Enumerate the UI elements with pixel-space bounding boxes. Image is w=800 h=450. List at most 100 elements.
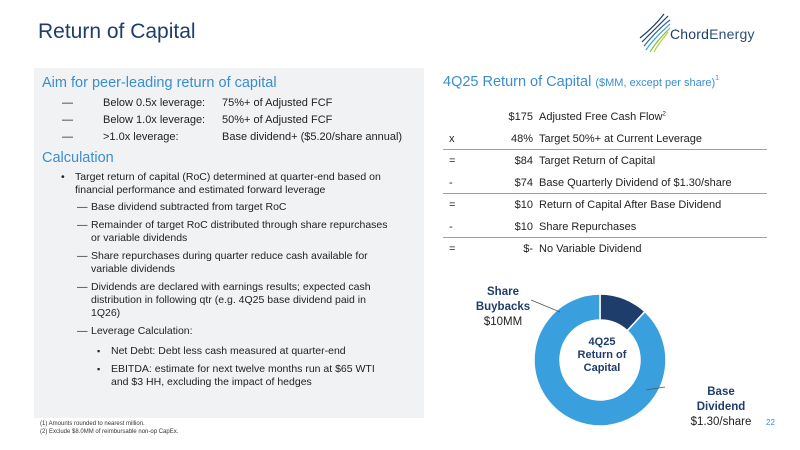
donut-center-line: Return of (577, 349, 627, 361)
return-of-capital-donut-chart (530, 293, 667, 427)
buyback-label: Share Buybacks $10MM (473, 285, 533, 330)
sub-bullet: Remainder of target RoC distributed thro… (91, 219, 388, 245)
aim-heading: Aim for peer-leading return of capital (42, 75, 277, 91)
leverage-item: Net Debt: Debt less cash measured at qua… (111, 345, 346, 358)
roc-desc-text: Adjusted Free Cash Flow (539, 111, 663, 123)
buyback-label-line: Share (487, 286, 519, 298)
sub-bullet: Base dividend subtracted from target RoC (91, 201, 287, 214)
donut-slice-base-dividend (533, 293, 667, 427)
roc-desc: Share Repurchases (539, 221, 637, 233)
roc-title-footnote-ref: 1 (715, 75, 720, 83)
donut-center-line: Capital (583, 362, 621, 374)
aim-dash: — (62, 114, 73, 126)
sub-bullet-line: Leverage Calculation: (91, 325, 193, 337)
roc-op: = (449, 199, 456, 211)
aim-label: >1.0x leverage: (103, 131, 179, 143)
sub-dash: — (77, 201, 88, 213)
sub-dash: — (77, 250, 88, 262)
roc-op: - (449, 177, 453, 189)
aim-value: 50%+ of Adjusted FCF (222, 114, 333, 126)
roc-op: - (449, 221, 453, 233)
sub-bullet: Leverage Calculation: (91, 325, 193, 338)
roc-op: x (449, 133, 455, 145)
bullet-mark: • (61, 171, 65, 183)
sub-dash: — (77, 281, 88, 293)
roc-amount: $175 (508, 111, 533, 123)
aim-value: Base dividend+ ($5.20/share annual) (222, 131, 403, 143)
roc-amount: $10 (514, 221, 533, 233)
sub-bullet-line: Remainder of target RoC distributed thro… (91, 219, 388, 231)
donut-center-label: 4Q25 Return of Capital (567, 336, 637, 375)
aim-value: 75%+ of Adjusted FCF (222, 97, 333, 109)
square-bullet: ▪ (97, 364, 101, 374)
roc-amount: $74 (514, 177, 533, 189)
aim-dash: — (62, 97, 73, 109)
roc-desc-footnote-ref: 2 (662, 111, 666, 118)
square-bullet: ▪ (97, 346, 101, 356)
roc-title: 4Q25 Return of Capital ($MM, except per … (443, 74, 719, 90)
buyback-label-line: Buybacks (475, 301, 531, 313)
sub-dash: — (77, 325, 88, 337)
sub-bullet-line: Base dividend subtracted from target RoC (91, 201, 287, 213)
footnote: (2) Exclude $8.0MM of reimbursable non-o… (40, 429, 179, 435)
dividend-leader-line (645, 386, 666, 391)
dividend-value: $1.30/share (690, 416, 752, 428)
buyback-leader-line (530, 299, 561, 313)
donut-center-line: 4Q25 (588, 336, 616, 348)
calculation-heading: Calculation (42, 150, 114, 166)
aim-label: Below 0.5x leverage: (103, 97, 206, 109)
sub-bullet-line: Dividends are declared with earnings res… (91, 281, 371, 293)
roc-row: = $84 Target Return of Capital (443, 150, 767, 172)
dividend-label-line: Dividend (696, 401, 746, 413)
buyback-value: $10MM (483, 316, 523, 328)
page-number: 22 (766, 418, 775, 427)
logo-wordmark: ChordEnergy (670, 26, 755, 42)
roc-row: $175 Adjusted Free Cash Flow2 (443, 106, 767, 128)
sub-bullet-line: or variable dividends (91, 232, 188, 244)
leverage-item-line: and $3 HH, excluding the impact of hedge… (111, 376, 312, 388)
roc-op: = (449, 155, 456, 167)
sub-bullet-line: variable dividends (91, 263, 176, 275)
logo-swirl-icon (639, 13, 671, 53)
main-bullet-line: financial performance and estimated forw… (75, 184, 326, 196)
roc-desc: Target Return of Capital (539, 155, 656, 167)
page-title: Return of Capital (38, 20, 196, 43)
roc-amount: $84 (514, 155, 533, 167)
sub-dash: — (77, 219, 88, 231)
sub-bullet: Dividends are declared with earnings res… (91, 281, 371, 320)
logo-brand-suffix: Energy (709, 26, 755, 42)
roc-desc: Adjusted Free Cash Flow2 (539, 111, 666, 123)
leverage-item-line: Net Debt: Debt less cash measured at qua… (111, 345, 346, 357)
roc-desc: No Variable Dividend (539, 243, 642, 255)
chord-energy-logo (639, 13, 671, 53)
aim-label: Below 1.0x leverage: (103, 114, 206, 126)
roc-row: x 48% Target 50%+ at Current Leverage (443, 128, 767, 150)
roc-row: = $- No Variable Dividend (443, 238, 767, 260)
roc-amount: $- (523, 243, 533, 255)
roc-amount: $10 (514, 199, 533, 211)
main-bullet-text: Target return of capital (RoC) determine… (75, 171, 381, 197)
leverage-item-line: EBITDA: estimate for next twelve months … (111, 363, 375, 375)
roc-row: - $74 Base Quarterly Dividend of $1.30/s… (443, 172, 767, 194)
sub-bullet-line: Share repurchases during quarter reduce … (91, 250, 368, 262)
dividend-label-line: Base (707, 386, 735, 398)
logo-brand: Chord (670, 26, 710, 42)
roc-row: = $10 Return of Capital After Base Divid… (443, 194, 767, 216)
sub-bullet-line: distribution in following qtr (e.g. 4Q25… (91, 294, 366, 306)
aim-dash: — (62, 131, 73, 143)
roc-row: - $10 Share Repurchases (443, 216, 767, 238)
dividend-label: Base Dividend $1.30/share (680, 385, 762, 430)
roc-desc: Target 50%+ at Current Leverage (539, 133, 702, 145)
main-bullet-line: Target return of capital (RoC) determine… (75, 171, 381, 183)
roc-desc: Base Quarterly Dividend of $1.30/share (539, 177, 732, 189)
roc-title-main: 4Q25 Return of Capital (443, 74, 592, 90)
roc-op: = (449, 243, 456, 255)
roc-desc: Return of Capital After Base Dividend (539, 199, 722, 211)
roc-amount: 48% (510, 133, 533, 145)
sub-bullet: Share repurchases during quarter reduce … (91, 250, 368, 276)
sub-bullet-line: 1Q26) (91, 307, 121, 319)
leverage-item: EBITDA: estimate for next twelve months … (111, 363, 375, 389)
roc-title-subtitle: ($MM, except per share) (595, 77, 716, 89)
left-panel (34, 68, 424, 418)
footnote: (1) Amounts rounded to nearest million. (40, 421, 145, 427)
